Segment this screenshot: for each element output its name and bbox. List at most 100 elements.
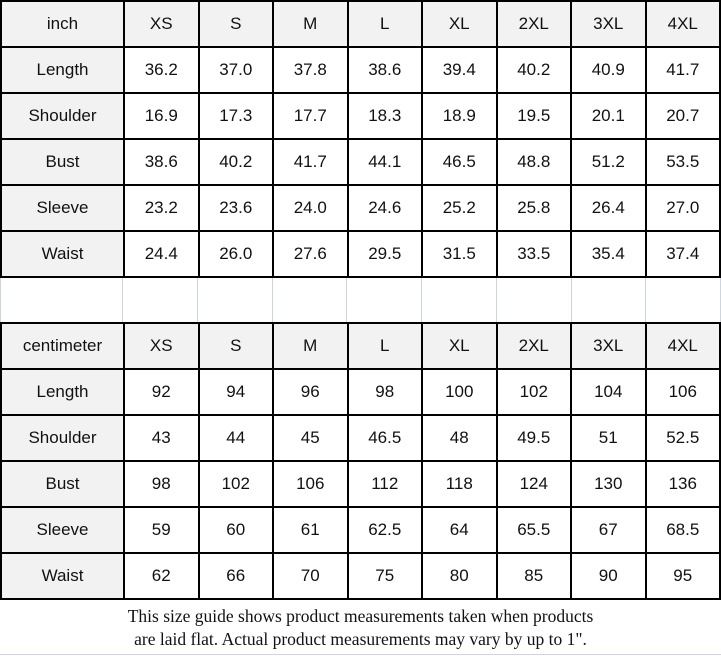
table-row: Bust 38.6 40.2 41.7 44.1 46.5 48.8 51.2 53.5: [0, 138, 721, 186]
value-cell: 24.6: [346, 184, 423, 232]
header-row: inch XS S M L XL 2XL 3XL 4XL: [0, 0, 721, 48]
value-cell: 96: [272, 368, 349, 416]
value-cell: 38.6: [123, 138, 200, 186]
value-cell: 75: [346, 552, 423, 600]
table-row: Length 92 94 96 98 100 102 104 106: [0, 368, 721, 416]
bottom-gridline: [0, 654, 721, 655]
size-header-cell: M: [272, 0, 349, 48]
value-cell: 46.5: [421, 138, 498, 186]
value-cell: 16.9: [123, 92, 200, 140]
value-cell: 35.4: [570, 230, 647, 278]
size-header-cell: XL: [421, 0, 498, 48]
spacer-cell: [0, 278, 123, 322]
value-cell: 118: [421, 460, 498, 508]
row-label-cell: Sleeve: [0, 506, 125, 554]
spacer-cell: [572, 278, 647, 322]
value-cell: 26.0: [197, 230, 274, 278]
header-row: centimeter XS S M L XL 2XL 3XL 4XL: [0, 322, 721, 370]
value-cell: 33.5: [495, 230, 572, 278]
value-cell: 18.9: [421, 92, 498, 140]
value-cell: 53.5: [644, 138, 721, 186]
value-cell: 17.7: [272, 92, 349, 140]
value-cell: 85: [495, 552, 572, 600]
value-cell: 24.0: [272, 184, 349, 232]
size-table-centimeter: centimeter XS S M L XL 2XL 3XL 4XL Length 92 94 96 98…: [0, 322, 721, 600]
table-row: Waist 62 66 70 75 80 85 90 95: [0, 552, 721, 600]
value-cell: 27.0: [644, 184, 721, 232]
spacer-cell: [123, 278, 198, 322]
row-label-cell: Length: [0, 46, 125, 94]
value-cell: 18.3: [346, 92, 423, 140]
value-cell: 51.2: [570, 138, 647, 186]
size-table-centimeter-container: centimeter XS S M L XL 2XL 3XL 4XL Length 92 94 96 98…: [0, 322, 721, 600]
value-cell: 25.2: [421, 184, 498, 232]
value-cell: 23.2: [123, 184, 200, 232]
value-cell: 90: [570, 552, 647, 600]
value-cell: 23.6: [197, 184, 274, 232]
value-cell: 60: [197, 506, 274, 554]
table-row: Shoulder 43 44 45 46.5 48 49.5 51 52.5: [0, 414, 721, 462]
size-header-cell: 2XL: [495, 0, 572, 48]
table-row: Shoulder 16.9 17.3 17.7 18.3 18.9 19.5 20.1 20.7: [0, 92, 721, 140]
size-header-cell: M: [272, 322, 349, 370]
value-cell: 49.5: [495, 414, 572, 462]
value-cell: 17.3: [197, 92, 274, 140]
size-header-cell: 3XL: [570, 322, 647, 370]
value-cell: 64: [421, 506, 498, 554]
size-guide-note: This size guide shows product measuremen…: [0, 605, 721, 651]
value-cell: 62: [123, 552, 200, 600]
value-cell: 102: [495, 368, 572, 416]
value-cell: 61: [272, 506, 349, 554]
value-cell: 40.9: [570, 46, 647, 94]
size-header-cell: L: [346, 322, 423, 370]
value-cell: 98: [123, 460, 200, 508]
value-cell: 39.4: [421, 46, 498, 94]
value-cell: 20.1: [570, 92, 647, 140]
row-label-cell: Shoulder: [0, 414, 125, 462]
spacer-cell: [273, 278, 348, 322]
value-cell: 51: [570, 414, 647, 462]
unit-header-cell: inch: [0, 0, 125, 48]
spacer-row: [0, 278, 721, 322]
value-cell: 112: [346, 460, 423, 508]
value-cell: 48: [421, 414, 498, 462]
table-row: Sleeve 59 60 61 62.5 64 65.5 67 68.5: [0, 506, 721, 554]
value-cell: 24.4: [123, 230, 200, 278]
value-cell: 38.6: [346, 46, 423, 94]
value-cell: 52.5: [644, 414, 721, 462]
value-cell: 106: [272, 460, 349, 508]
size-header-cell: 2XL: [495, 322, 572, 370]
value-cell: 26.4: [570, 184, 647, 232]
size-header-cell: 3XL: [570, 0, 647, 48]
row-label-cell: Waist: [0, 230, 125, 278]
row-label-cell: Bust: [0, 138, 125, 186]
value-cell: 19.5: [495, 92, 572, 140]
value-cell: 41.7: [644, 46, 721, 94]
size-header-cell: XL: [421, 322, 498, 370]
value-cell: 100: [421, 368, 498, 416]
value-cell: 95: [644, 552, 721, 600]
value-cell: 27.6: [272, 230, 349, 278]
value-cell: 68.5: [644, 506, 721, 554]
size-header-cell: 4XL: [644, 0, 721, 48]
value-cell: 80: [421, 552, 498, 600]
table-row: Bust 98 102 106 112 118 124 130 136: [0, 460, 721, 508]
value-cell: 25.8: [495, 184, 572, 232]
table-row: Length 36.2 37.0 37.8 38.6 39.4 40.2 40.9 41.7: [0, 46, 721, 94]
row-label-cell: Sleeve: [0, 184, 125, 232]
value-cell: 48.8: [495, 138, 572, 186]
value-cell: 41.7: [272, 138, 349, 186]
row-label-cell: Shoulder: [0, 92, 125, 140]
spacer-cell: [422, 278, 497, 322]
spacer-cell: [646, 278, 721, 322]
value-cell: 94: [197, 368, 274, 416]
value-cell: 45: [272, 414, 349, 462]
table-row: Waist 24.4 26.0 27.6 29.5 31.5 33.5 35.4 37.4: [0, 230, 721, 278]
row-label-cell: Length: [0, 368, 125, 416]
value-cell: 43: [123, 414, 200, 462]
row-label-cell: Bust: [0, 460, 125, 508]
unit-header-cell: centimeter: [0, 322, 125, 370]
size-header-cell: XS: [123, 322, 200, 370]
value-cell: 67: [570, 506, 647, 554]
